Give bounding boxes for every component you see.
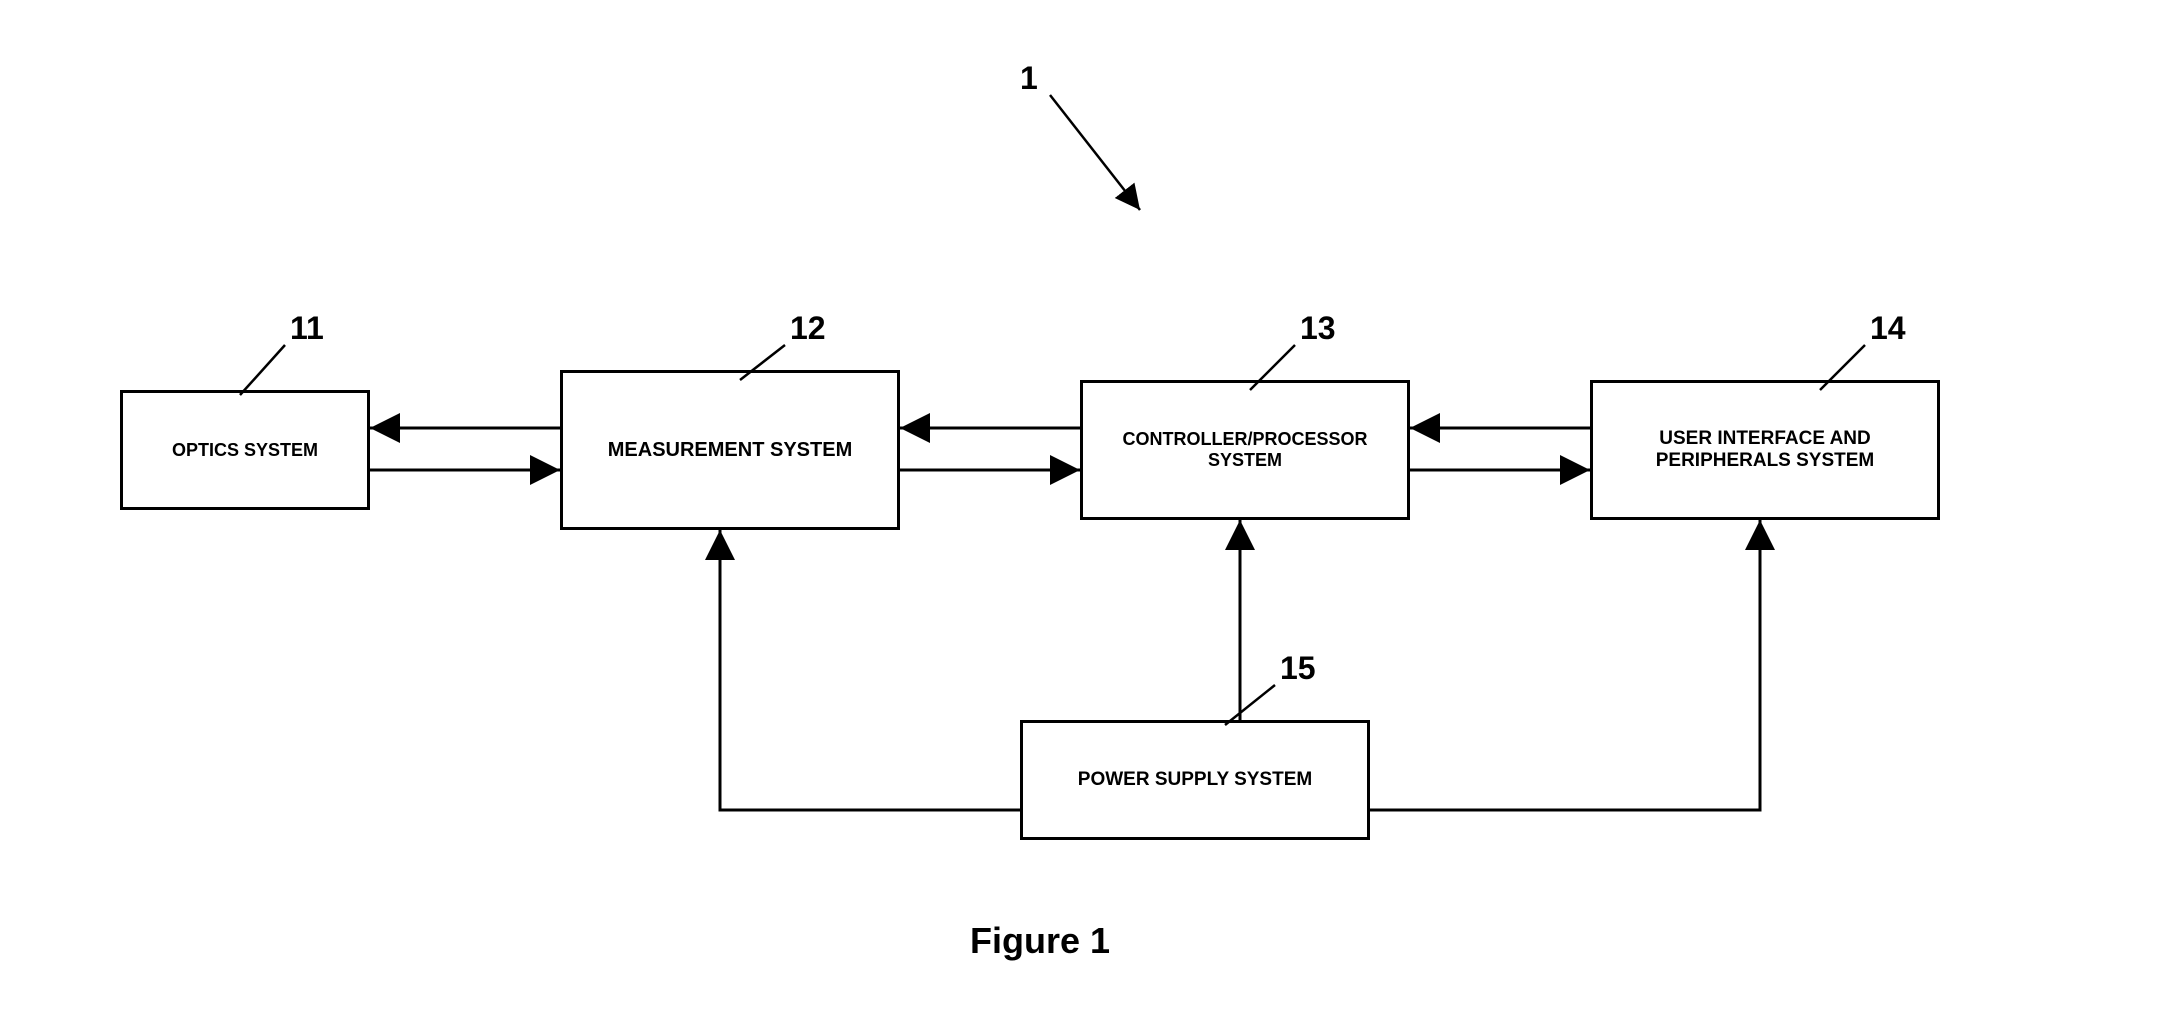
main-ref-line [1050, 95, 1140, 210]
diagram-container: OPTICS SYSTEM MEASUREMENT SYSTEM CONTROL… [0, 0, 2159, 1034]
arrow-power-to-ui [1370, 520, 1760, 810]
measurement-block: MEASUREMENT SYSTEM [560, 370, 900, 530]
ui-label: USER INTERFACE AND PERIPHERALS SYSTEM [1598, 428, 1932, 472]
ref-12: 12 [790, 310, 826, 347]
ref-13: 13 [1300, 310, 1336, 347]
arrow-power-to-meas [720, 530, 1020, 810]
controller-label: CONTROLLER/PROCESSOR SYSTEM [1088, 429, 1402, 471]
main-ref-label: 1 [1020, 60, 1038, 97]
ref-15: 15 [1280, 650, 1316, 687]
optics-block: OPTICS SYSTEM [120, 390, 370, 510]
leader-15 [1225, 685, 1275, 725]
ref-14: 14 [1870, 310, 1906, 347]
measurement-label: MEASUREMENT SYSTEM [608, 439, 852, 462]
power-block: POWER SUPPLY SYSTEM [1020, 720, 1370, 840]
ref-11: 11 [290, 310, 324, 347]
ui-block: USER INTERFACE AND PERIPHERALS SYSTEM [1590, 380, 1940, 520]
controller-block: CONTROLLER/PROCESSOR SYSTEM [1080, 380, 1410, 520]
power-label: POWER SUPPLY SYSTEM [1078, 769, 1312, 791]
leader-11 [240, 345, 285, 395]
figure-caption: Figure 1 [970, 920, 1110, 962]
optics-label: OPTICS SYSTEM [172, 440, 318, 461]
